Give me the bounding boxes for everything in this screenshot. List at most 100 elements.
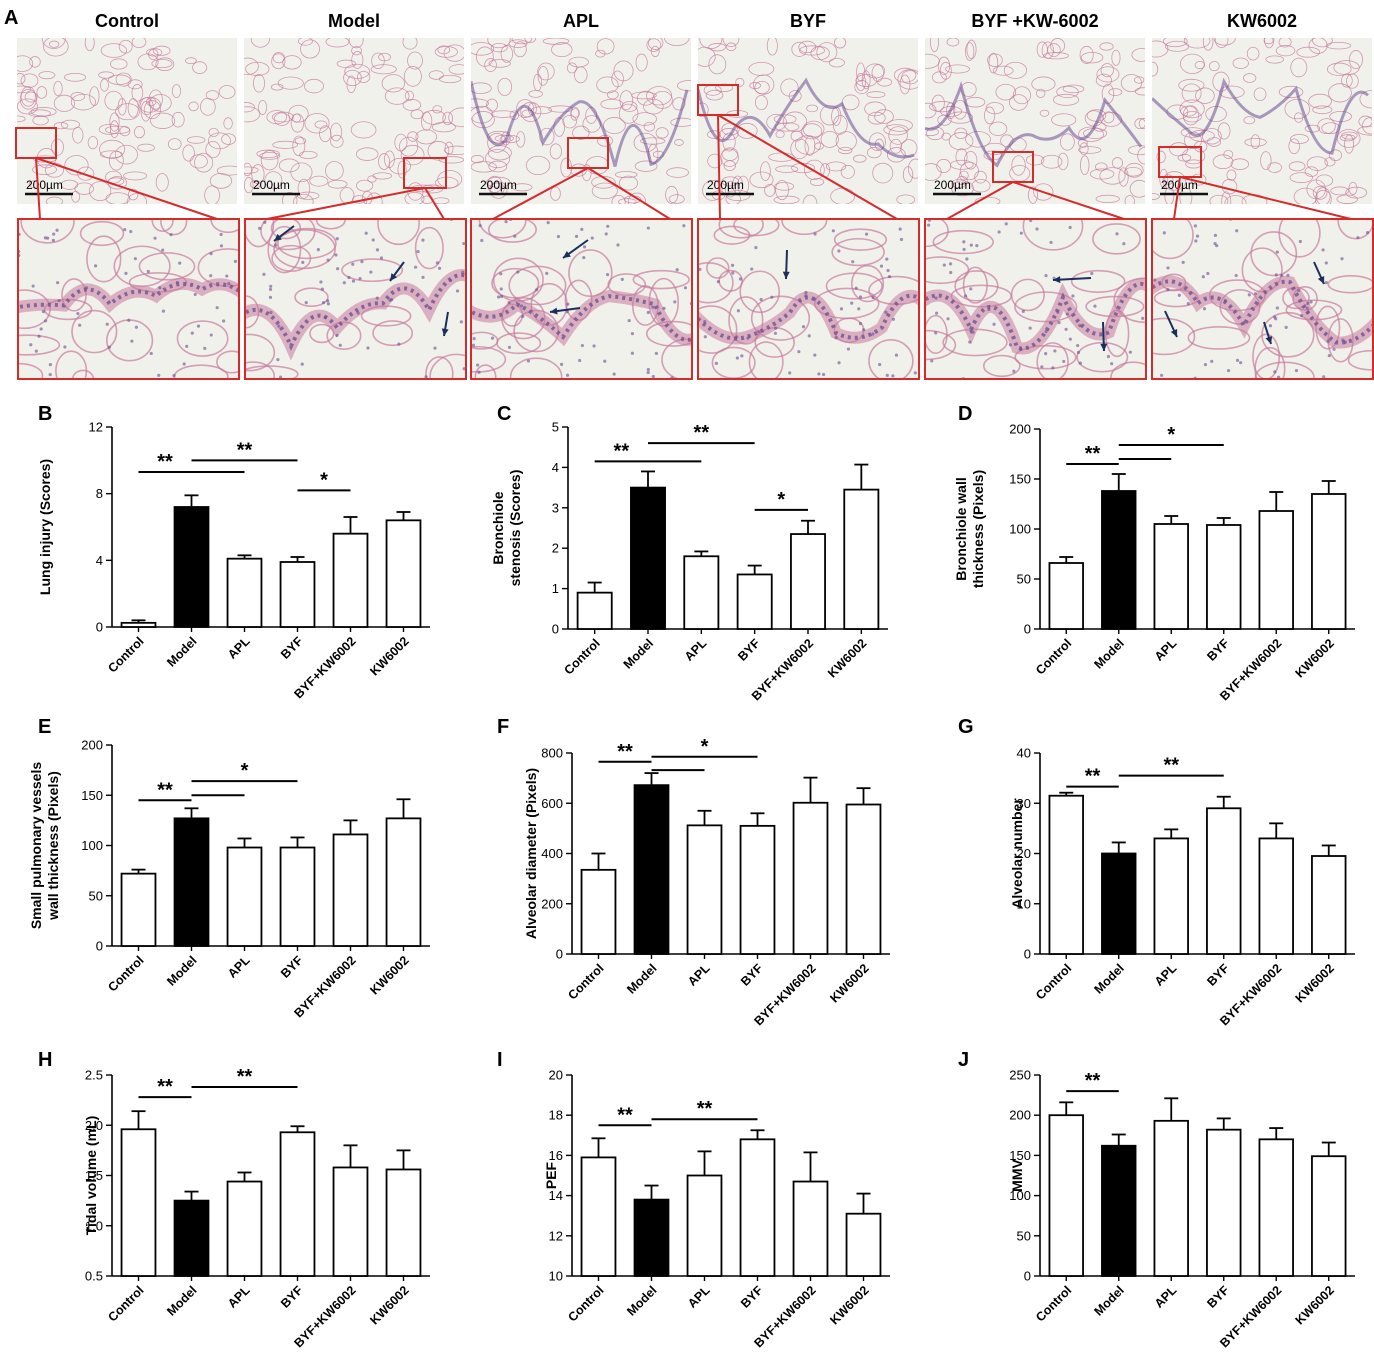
y-tick-label: 50 [1017,1228,1031,1243]
micrograph-high-magnification [18,219,239,379]
x-tick-label: APL [1152,1283,1180,1311]
significance-label: ** [1163,755,1179,777]
y-tick-label: 3 [552,500,559,515]
x-tick-label: Model [1091,636,1126,671]
connector-line [266,187,426,220]
x-tick-label: APL [225,1283,253,1311]
x-tick-label: KW6002 [1293,636,1337,680]
x-tick-label: BYF [278,1283,306,1311]
x-tick-label: APL [225,953,253,981]
y-axis-label-line-1: Bronchiole [490,491,506,564]
bar [580,1156,617,1277]
micrograph-low-magnification [698,38,918,204]
bar [279,1131,316,1277]
bar [1258,1138,1294,1277]
y-axis-label: MMV [1009,1159,1025,1192]
y-tick-label: 0 [552,622,559,637]
y-tick-label: 200 [81,738,103,753]
significance-label: * [777,489,785,511]
significance-label: ** [614,440,630,462]
x-tick-label: KW6002 [1293,961,1337,1005]
bar [790,533,826,630]
bar [1206,524,1242,630]
y-tick-label: 4 [96,553,103,568]
significance-label: ** [157,779,173,801]
bar [332,1166,369,1277]
y-tick-label: 0 [1024,947,1031,962]
x-tick-label: APL [685,961,713,989]
bar [226,846,263,947]
arrowhead [782,271,790,279]
bar [120,621,157,628]
bar [1048,1114,1084,1277]
bar [1048,562,1084,630]
arrowhead [390,273,398,281]
bar [792,801,829,955]
x-tick-label: Model [624,1283,659,1318]
connector-line [946,181,1014,220]
bar [845,803,882,955]
x-tick-label: APL [685,1283,713,1311]
bar [120,1128,157,1277]
connector-line [717,114,898,220]
y-axis-label: Alveolar number [1009,798,1025,909]
group-title: KW6002 [1227,11,1297,31]
y-tick-label: 200 [1009,1108,1031,1123]
micrograph-low-magnification [471,38,691,204]
arrowhead [1265,336,1273,344]
scale-bar-label: 200µm [253,178,290,192]
magnified-frame [924,218,1147,380]
bar [385,817,422,947]
significance-label: * [1167,424,1175,446]
bar [279,561,316,628]
micrograph-low-magnification [925,38,1145,204]
significance-label: ** [157,1076,173,1098]
bar [1258,510,1294,630]
bar [686,824,723,955]
group-title: Control [95,11,159,31]
group-title: BYF [790,11,826,31]
y-tick-label: 2.0 [85,1118,103,1133]
y-tick-label: 200 [1009,422,1031,437]
arrowhead [563,250,571,258]
y-tick-label: 12 [549,1228,563,1243]
connector-line [1173,176,1181,220]
y-axis-label: Alveolar diameter (Pixels) [523,768,539,939]
significance-label: * [320,469,328,491]
y-tick-label: 250 [1009,1068,1031,1083]
y-tick-label: 10 [549,1269,563,1284]
bar [120,872,157,947]
x-tick-label: Control [561,636,602,677]
magnified-frame [244,218,467,380]
y-tick-label: 30 [1017,796,1031,811]
x-tick-label: BYF [738,961,766,989]
micrograph-high-magnification [925,219,1146,379]
y-tick-label: 200 [541,896,563,911]
y-tick-label: 0 [96,939,103,954]
bar [845,1212,882,1277]
connector-line [35,157,41,220]
y-tick-label: 0 [1024,622,1031,637]
y-axis-label-line-1: Bronchiole wall [953,477,969,580]
bar [1311,855,1347,955]
group-title: Model [328,11,380,31]
x-tick-label: BYF [1204,1283,1232,1311]
x-tick-label: BYF [1204,636,1232,664]
y-tick-label: 400 [541,846,563,861]
connector-line [35,157,218,220]
bar-chart-d: D 0 50 100 150 200 Bronchiole wall thickness (P… [953,403,1355,703]
bar [1206,807,1242,955]
bar [173,1199,210,1277]
magnified-frame [1151,218,1374,380]
x-tick-label: APL [225,634,253,662]
x-tick-label: BYF [738,1283,766,1311]
x-tick-label: Model [164,953,199,988]
x-tick-label: Model [164,1283,199,1318]
y-tick-label: 10 [1017,896,1031,911]
bar [683,555,720,630]
bar [332,833,369,947]
connector-line [424,187,445,220]
x-tick-label: Control [1033,636,1074,677]
y-tick-label: 1.5 [85,1168,103,1183]
